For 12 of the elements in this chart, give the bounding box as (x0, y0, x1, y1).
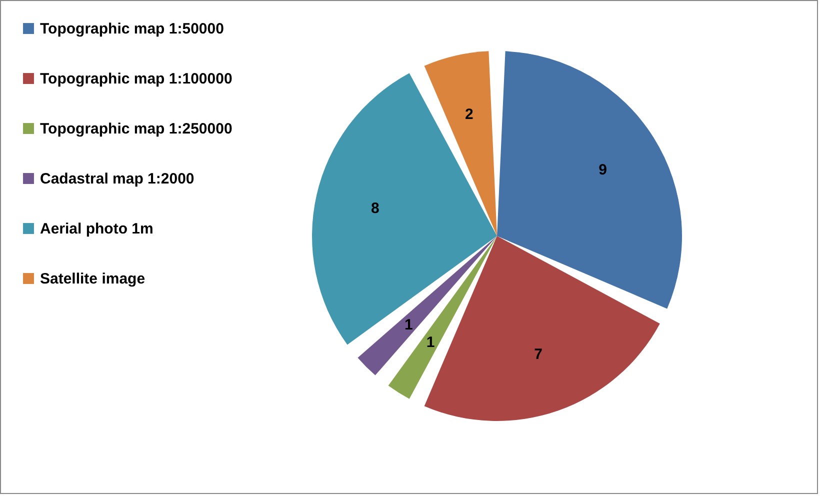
legend-label: Cadastral map 1:2000 (40, 170, 194, 188)
legend-label: Topographic map 1:250000 (40, 120, 232, 138)
data-label: 7 (534, 346, 542, 363)
legend-label: Topographic map 1:50000 (40, 20, 224, 38)
legend-label: Satellite image (40, 270, 146, 288)
data-label: 1 (426, 334, 435, 351)
data-label: 8 (370, 200, 380, 218)
data-label: 9 (598, 161, 608, 178)
data-label: 2 (465, 106, 474, 124)
data-label: 1 (404, 316, 413, 334)
legend-label: Aerial photo 1m (40, 220, 154, 238)
legend-label: Topographic map 1:100000 (40, 70, 232, 88)
